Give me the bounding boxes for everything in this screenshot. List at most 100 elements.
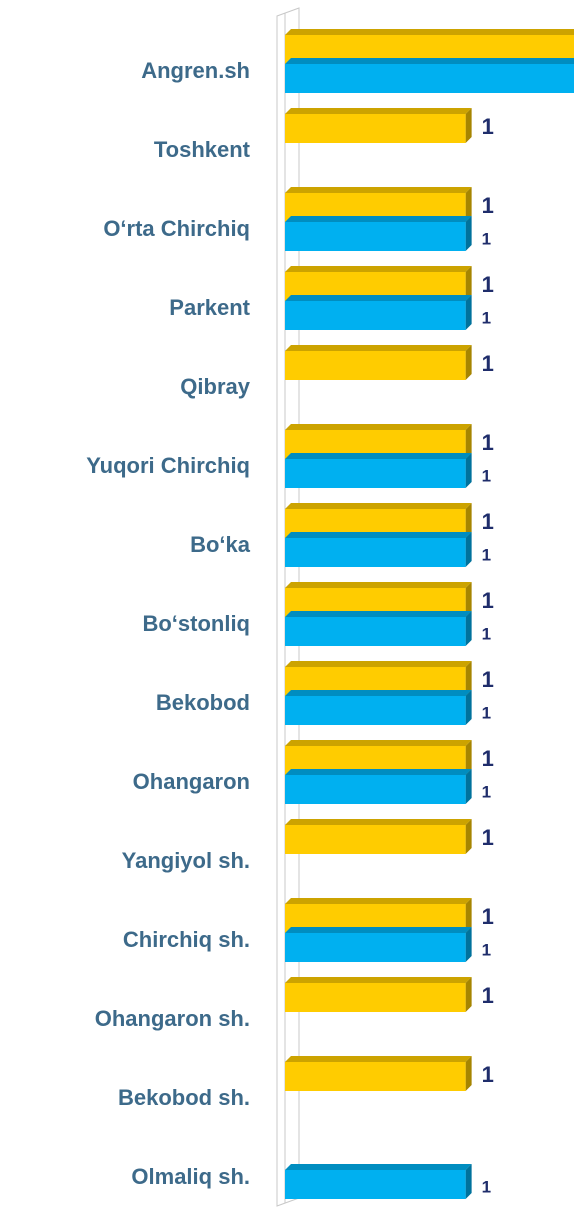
category-label: Bekobod sh. — [118, 1085, 250, 1110]
value-label: 1 — [482, 667, 494, 692]
bar-side — [465, 1164, 472, 1199]
value-label: 1 — [482, 229, 491, 248]
bar-side — [465, 424, 472, 459]
value-label: 1 — [482, 624, 491, 643]
category-label: Olmaliq sh. — [131, 1164, 250, 1189]
category-label: Ohangaron sh. — [95, 1006, 250, 1031]
bar — [285, 351, 466, 380]
bar-side — [465, 661, 472, 696]
bar-top — [285, 453, 472, 459]
bar-top — [285, 108, 472, 114]
bar-side — [465, 108, 472, 143]
bar — [285, 825, 466, 854]
bar — [285, 1062, 466, 1091]
bar-side — [465, 503, 472, 538]
category-label: Chirchiq sh. — [123, 927, 250, 952]
category-label: Ohangaron — [133, 769, 250, 794]
bar-top — [285, 216, 472, 222]
bar-side — [465, 187, 472, 222]
bar-side — [465, 769, 472, 804]
value-label: 1 — [482, 430, 494, 455]
value-label: 1 — [482, 1062, 494, 1087]
value-label: 1 — [482, 983, 494, 1008]
bar — [285, 983, 466, 1012]
bar-side — [465, 690, 472, 725]
category-label: Qibray — [180, 374, 250, 399]
bar-top — [285, 927, 472, 933]
bar — [285, 696, 466, 725]
bars — [285, 29, 574, 1199]
bar-side — [465, 582, 472, 617]
bar — [285, 114, 466, 143]
value-label: 1 — [482, 1177, 491, 1196]
bar-top — [285, 819, 472, 825]
value-label: 1 — [482, 351, 494, 376]
bar-top — [285, 611, 472, 617]
bar-side — [465, 345, 472, 380]
value-label: 1 — [482, 308, 491, 327]
bar-top — [285, 1056, 472, 1062]
bar-top — [285, 769, 472, 775]
bar — [285, 459, 466, 488]
value-label: 1 — [482, 545, 491, 564]
bar-top — [285, 424, 472, 430]
bar-side — [465, 216, 472, 251]
bar-side — [465, 927, 472, 962]
category-label: Toshkent — [154, 137, 251, 162]
value-label: 1 — [482, 114, 494, 139]
bar — [285, 538, 466, 567]
bar-top — [285, 977, 472, 983]
value-label: 1 — [482, 272, 494, 297]
bar-top — [285, 345, 472, 351]
bar-top — [285, 740, 472, 746]
bar-top — [285, 58, 574, 64]
category-label: Yangiyol sh. — [122, 848, 250, 873]
bar — [285, 617, 466, 646]
bar-top — [285, 661, 472, 667]
bar — [285, 933, 466, 962]
bar-side — [465, 977, 472, 1012]
bar-top — [285, 898, 472, 904]
value-label: 1 — [482, 193, 494, 218]
bar-top — [285, 532, 472, 538]
bar-top — [285, 503, 472, 509]
category-label: Bekobod — [156, 690, 250, 715]
bar-side — [465, 453, 472, 488]
bar-side — [465, 532, 472, 567]
bar-side — [465, 611, 472, 646]
bar-top — [285, 690, 472, 696]
bar-side — [465, 819, 472, 854]
value-label: 1 — [482, 746, 494, 771]
bar-side — [465, 266, 472, 301]
bar-side — [465, 898, 472, 933]
category-label: Angren.sh — [141, 58, 250, 83]
bar — [285, 222, 466, 251]
bar-side — [465, 740, 472, 775]
category-label: Bo‘stonliq — [142, 611, 250, 636]
value-label: 1 — [482, 904, 494, 929]
bar-top — [285, 29, 574, 35]
value-label: 1 — [482, 466, 491, 485]
bar — [285, 775, 466, 804]
bar — [285, 1170, 466, 1199]
value-label: 1 — [482, 509, 494, 534]
category-label: Parkent — [169, 295, 250, 320]
bar-side — [465, 295, 472, 330]
bar-top — [285, 295, 472, 301]
category-label: Bo‘ka — [190, 532, 251, 557]
bar-top — [285, 582, 472, 588]
bar — [285, 64, 574, 93]
value-label: 1 — [482, 940, 491, 959]
category-label: O‘rta Chirchiq — [103, 216, 250, 241]
value-label: 1 — [482, 782, 491, 801]
bar — [285, 301, 466, 330]
value-label: 1 — [482, 703, 491, 722]
value-label: 1 — [482, 825, 494, 850]
value-label: 1 — [482, 588, 494, 613]
bar-top — [285, 266, 472, 272]
bar-top — [285, 187, 472, 193]
bar-top — [285, 1164, 472, 1170]
bar-side — [465, 1056, 472, 1091]
category-label: Yuqori Chirchiq — [86, 453, 250, 478]
